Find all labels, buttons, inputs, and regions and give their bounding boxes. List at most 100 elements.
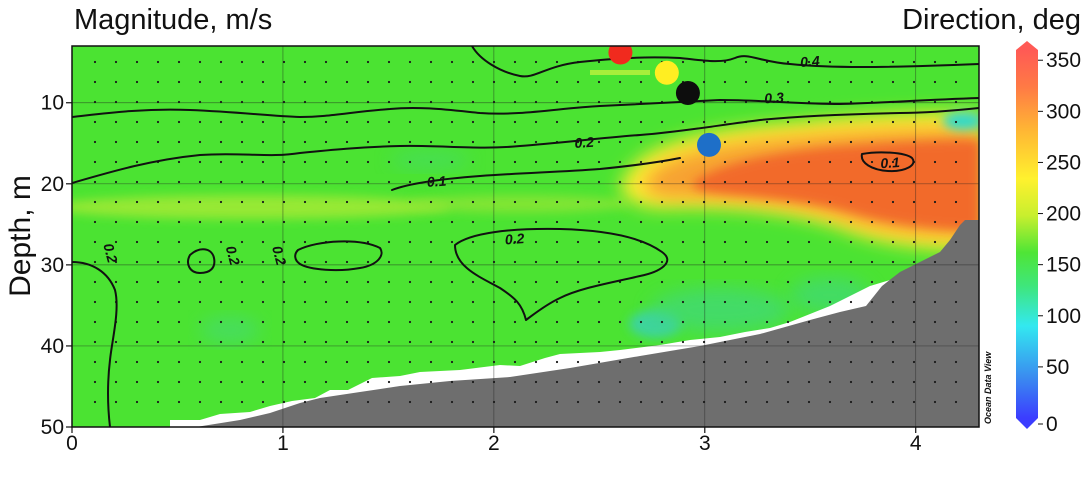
grid-lines	[72, 46, 979, 427]
sample-dot	[135, 160, 139, 164]
sample-dot	[534, 360, 538, 364]
sample-dot	[366, 340, 370, 344]
sample-dot	[429, 340, 433, 344]
sample-dot	[492, 140, 496, 144]
y-axis-ticks: 10 20 30 40 50	[41, 92, 72, 439]
sample-dot	[93, 160, 97, 164]
sample-dot	[492, 100, 496, 104]
sample-dot	[387, 180, 391, 184]
sample-dot	[261, 220, 265, 224]
sample-dot	[933, 340, 937, 344]
colorbar-tick-label: 200	[1046, 203, 1081, 226]
sample-dot	[429, 380, 433, 384]
sample-dot	[198, 240, 202, 244]
sample-dot	[786, 220, 790, 224]
sample-dot	[513, 120, 517, 124]
sample-dot	[156, 180, 160, 184]
sample-dot	[555, 120, 559, 124]
sample-dot	[786, 260, 790, 264]
sample-dot	[912, 400, 916, 404]
sample-dot	[114, 60, 118, 64]
y-tick-label: 40	[41, 335, 64, 358]
sample-dot	[345, 180, 349, 184]
sample-dot	[807, 220, 811, 224]
field-lime-streak	[590, 70, 650, 75]
sample-dot	[597, 200, 601, 204]
sample-dot	[828, 320, 832, 324]
sample-dot	[240, 120, 244, 124]
sample-dot	[933, 380, 937, 384]
sample-dot	[303, 380, 307, 384]
sample-dot	[954, 180, 958, 184]
sample-dot	[723, 100, 727, 104]
sample-dot	[261, 300, 265, 304]
sample-dot	[723, 180, 727, 184]
colorbar-tick-label: 50	[1046, 356, 1069, 379]
sample-dot	[786, 120, 790, 124]
sample-dot	[597, 160, 601, 164]
sample-dot	[723, 360, 727, 364]
sample-dot	[912, 300, 916, 304]
sample-dot	[135, 240, 139, 244]
sample-dot	[597, 140, 601, 144]
sample-dot	[450, 120, 454, 124]
odv-watermark: Ocean Data View	[983, 351, 993, 424]
sample-dot	[387, 220, 391, 224]
sample-dot	[912, 340, 916, 344]
sample-dot	[660, 300, 664, 304]
sample-dot	[723, 80, 727, 84]
sample-dot	[870, 200, 874, 204]
sample-dot	[870, 180, 874, 184]
sample-dot	[366, 60, 370, 64]
sample-dot	[282, 240, 286, 244]
sample-dot	[660, 340, 664, 344]
sample-dot	[870, 240, 874, 244]
sample-dot	[324, 380, 328, 384]
sample-dot	[744, 160, 748, 164]
sample-dot	[660, 380, 664, 384]
sample-dot	[744, 300, 748, 304]
sample-dot	[891, 260, 895, 264]
sample-dot	[828, 340, 832, 344]
sample-dot	[324, 60, 328, 64]
sample-dot	[114, 200, 118, 204]
sample-dot	[135, 280, 139, 284]
sample-dot	[513, 400, 517, 404]
sample-dot	[198, 280, 202, 284]
sample-dot	[303, 120, 307, 124]
sample-dot	[240, 300, 244, 304]
sample-dot	[618, 120, 622, 124]
sample-dot	[324, 80, 328, 84]
contour-label: 0.2	[100, 242, 121, 265]
sample-dot	[387, 260, 391, 264]
sample-dot	[639, 100, 643, 104]
sample-dot	[807, 320, 811, 324]
sample-dot	[681, 280, 685, 284]
sample-dot	[261, 100, 265, 104]
sample-dot	[639, 400, 643, 404]
sample-dot	[534, 340, 538, 344]
sample-dot	[135, 380, 139, 384]
sample-dot	[639, 320, 643, 324]
colorbar-tick-label: 250	[1046, 151, 1081, 174]
sample-dot	[597, 380, 601, 384]
sample-dot	[471, 120, 475, 124]
sample-dot	[702, 400, 706, 404]
sample-dot	[744, 400, 748, 404]
sample-dot	[492, 300, 496, 304]
sample-dot	[870, 260, 874, 264]
sample-dot	[639, 300, 643, 304]
sample-dot	[282, 160, 286, 164]
sample-dot	[891, 60, 895, 64]
sample-dot	[366, 160, 370, 164]
sample-dot	[576, 340, 580, 344]
sample-dot	[618, 220, 622, 224]
sample-dot	[891, 160, 895, 164]
sample-dot	[219, 280, 223, 284]
sample-dot	[681, 300, 685, 304]
sample-dot	[660, 400, 664, 404]
sample-dot	[93, 200, 97, 204]
sample-dot	[282, 320, 286, 324]
sample-dot	[933, 220, 937, 224]
